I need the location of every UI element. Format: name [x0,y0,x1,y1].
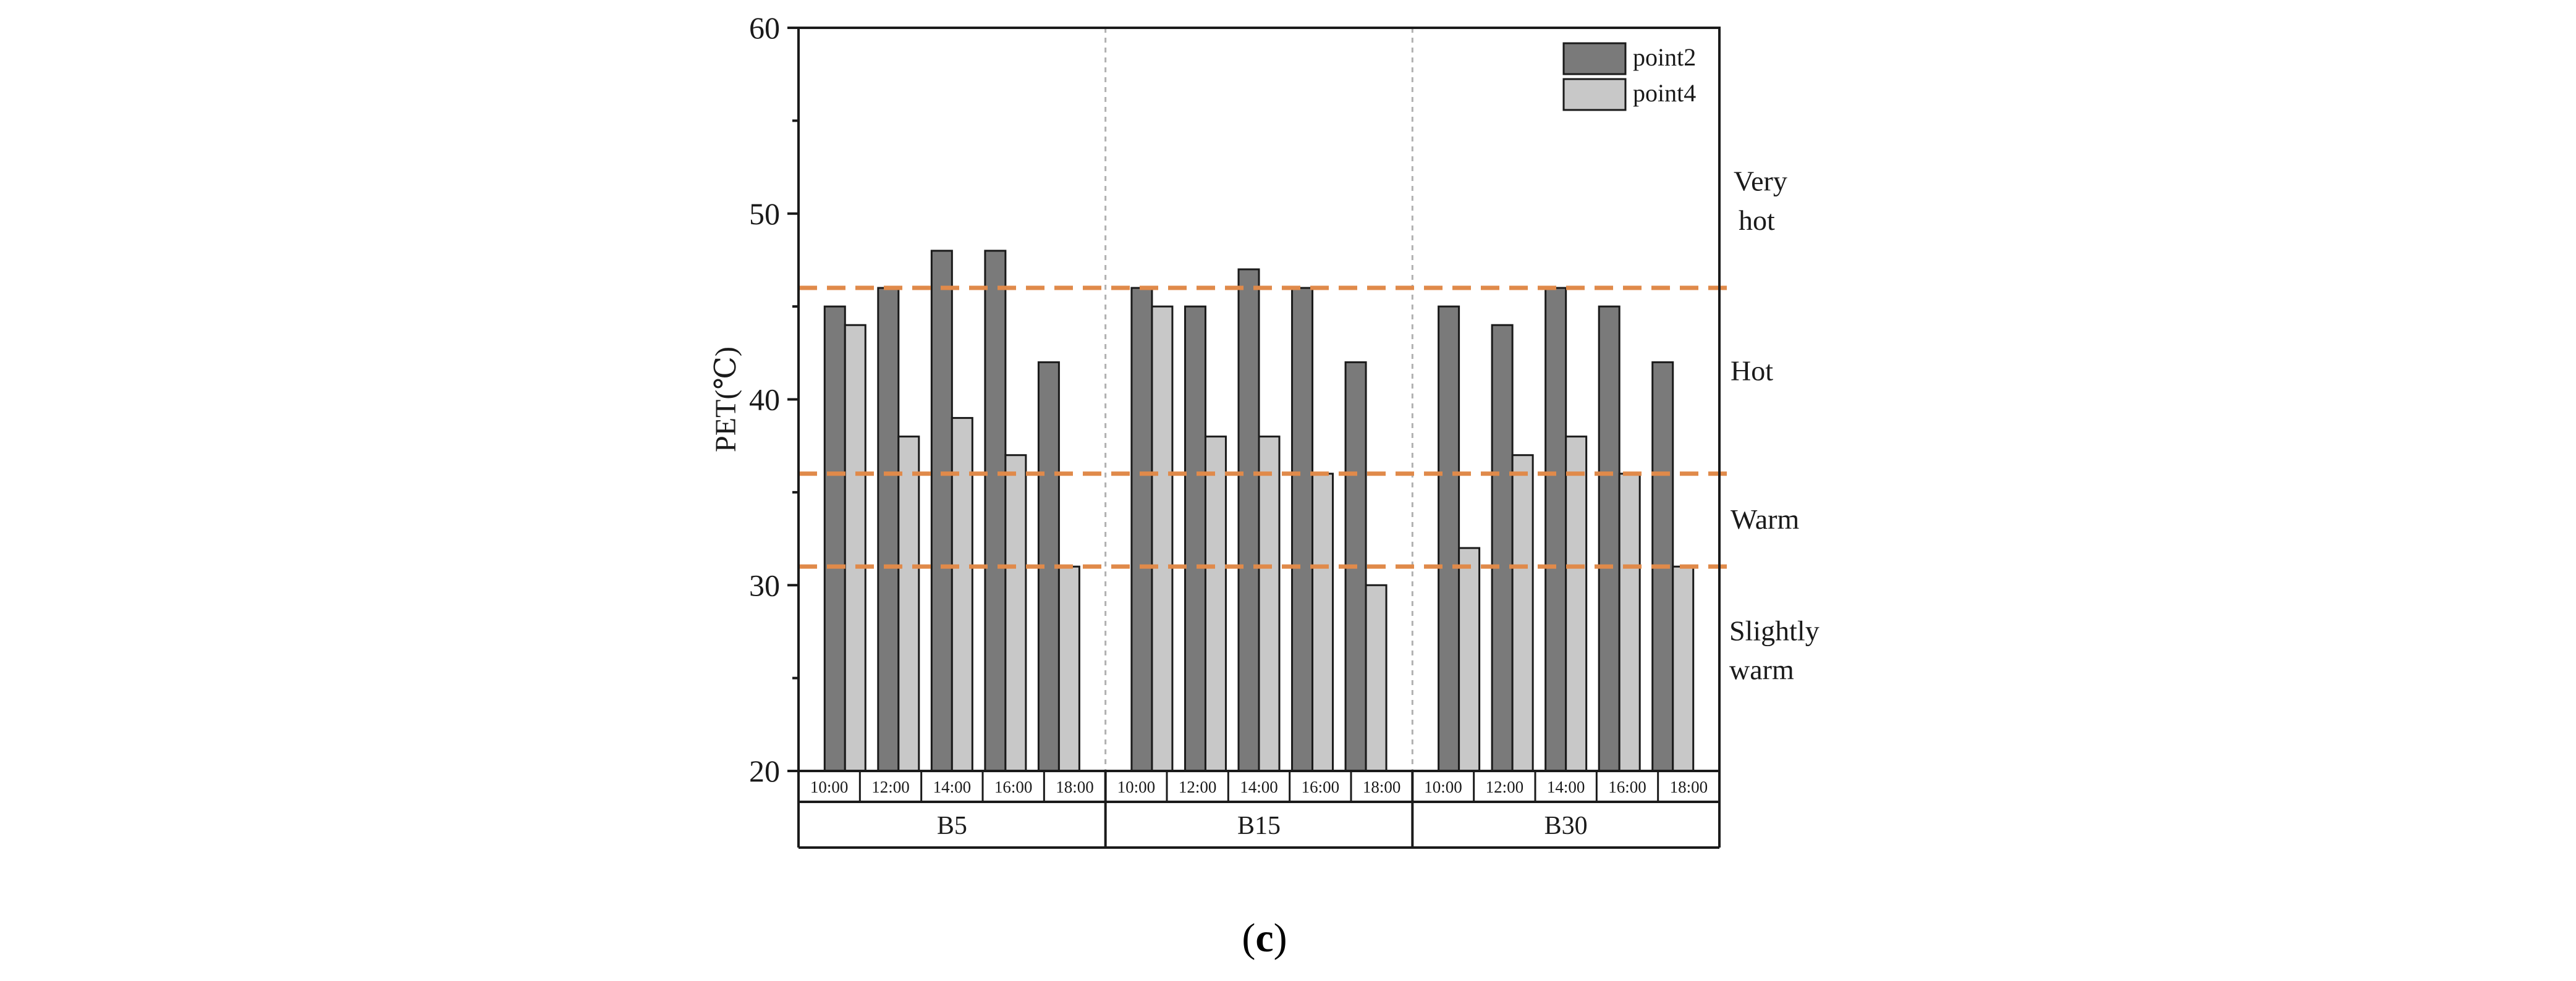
y-tick-label-20: 20 [749,754,780,788]
time-label-b15-1600: 16:00 [1302,778,1340,796]
time-label-b30-1600: 16:00 [1608,778,1646,796]
time-label-b5-1200: 12:00 [871,778,910,796]
time-label-b15-1400: 14:00 [1240,778,1278,796]
bar-point4-b5-1200 [897,436,920,772]
y-tick-label-50: 50 [749,196,780,231]
zone-label-3-line-0: Slightly [1729,615,1820,646]
time-label-b15-1000: 10:00 [1117,778,1156,796]
bar-point2-b5-1000 [823,305,846,772]
time-label-b30-1200: 12:00 [1486,778,1524,796]
figure-caption: (c) [1242,916,1287,961]
bar-point2-b30-1000 [1438,305,1460,772]
y-tick-label-60: 60 [749,11,780,45]
bar-point4-b30-1200 [1511,454,1534,772]
bar-point4-b15-1600 [1311,473,1334,772]
bar-point2-b5-1200 [877,287,900,772]
group-label-b30: B30 [1544,812,1588,840]
bar-point4-b15-1000 [1151,305,1174,772]
bar-point4-b15-1400 [1258,436,1281,772]
legend-label-point4: point4 [1633,79,1696,107]
time-label-b15-1800: 18:00 [1363,778,1401,796]
time-label-b30-1000: 10:00 [1424,778,1462,796]
bar-point4-b5-1000 [844,324,866,772]
bar-point2-b15-1000 [1130,287,1153,772]
zone-label-3-line-1: warm [1729,654,1794,686]
bar-point4-b15-1800 [1365,584,1388,772]
zone-label-0-line-1: hot [1739,204,1775,236]
time-label-b15-1200: 12:00 [1179,778,1217,796]
zone-label-2-line-0: Warm [1731,503,1799,535]
group-label-b5: B5 [937,812,967,840]
time-label-b5-1400: 14:00 [933,778,972,796]
bar-point4-b30-1400 [1565,436,1588,772]
bar-point4-b30-1800 [1672,565,1695,772]
legend-swatch-point2 [1562,42,1627,75]
time-label-b5-1000: 10:00 [810,778,849,796]
y-tick-label-30: 30 [749,568,780,602]
bar-point2-b5-1600 [984,250,1007,772]
bar-point2-b5-1400 [930,250,953,772]
bar-point2-b15-1600 [1291,287,1314,772]
bar-point2-b30-1400 [1544,287,1567,772]
legend-swatch-point4 [1562,78,1627,111]
time-label-b30-1400: 14:00 [1547,778,1585,796]
y-tick-label-40: 40 [749,382,780,417]
bar-point2-b15-1200 [1184,305,1206,772]
zone-label-1-line-0: Hot [1731,355,1773,386]
bar-point4-b5-1400 [951,417,973,772]
bar-point4-b15-1200 [1204,436,1227,772]
caption-open: ( [1242,916,1255,961]
time-label-b30-1800: 18:00 [1670,778,1708,796]
bar-point4-b30-1600 [1618,473,1641,772]
caption-letter: c [1255,916,1273,961]
caption-close: ) [1274,916,1287,961]
y-axis-label: PET(℃) [710,347,742,452]
time-label-b5-1800: 18:00 [1056,778,1094,796]
group-label-b15: B15 [1237,812,1281,840]
legend-label-point2: point2 [1633,43,1696,71]
bar-point2-b30-1600 [1598,305,1621,772]
bar-point2-b15-1400 [1237,268,1260,772]
bar-point4-b5-1600 [1004,454,1027,772]
bar-point2-b30-1200 [1491,324,1514,772]
bar-point4-b5-1800 [1057,565,1080,772]
bar-point4-b30-1000 [1458,547,1481,772]
time-label-b5-1600: 16:00 [994,778,1033,796]
zone-label-0-line-0: Very [1734,166,1787,197]
